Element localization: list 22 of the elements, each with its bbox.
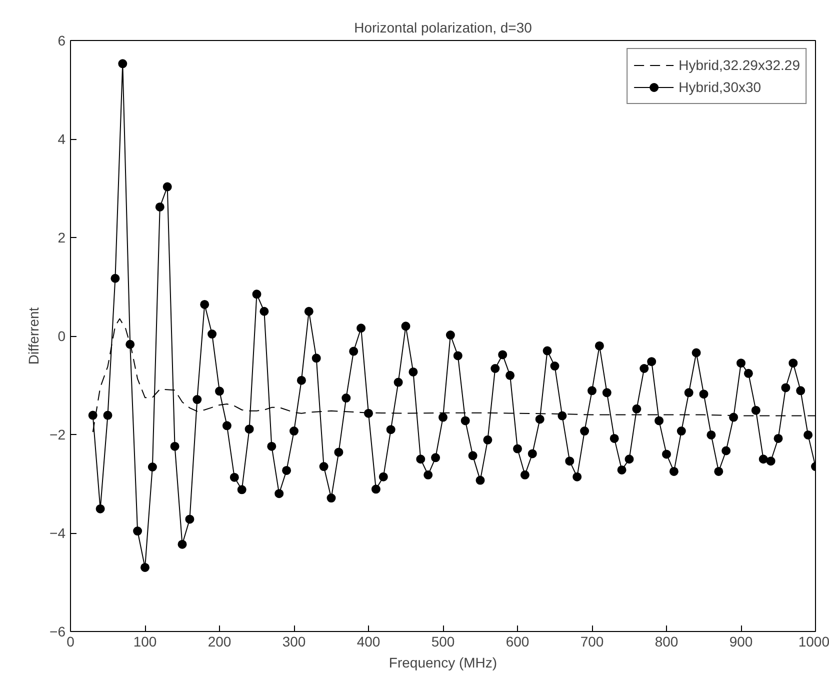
x-axis-title: Frequency (MHz) [388, 654, 498, 670]
x-tick-label: 100 [133, 634, 157, 650]
x-tick-label: 800 [654, 634, 678, 650]
y-tick-label: 2 [58, 230, 66, 246]
y-tick-label: −2 [50, 426, 66, 442]
x-tick-label: 700 [580, 634, 604, 650]
legend-label: Hybrid,30x30 [678, 79, 762, 95]
y-axis-title: Differrent [26, 307, 42, 365]
legend-label: Hybrid,32.29x32.29 [678, 57, 800, 73]
x-tick-label: 200 [208, 634, 232, 650]
x-tick-label: 500 [431, 634, 455, 650]
y-tick-label: −4 [50, 525, 66, 541]
y-tick-label: 4 [58, 131, 66, 147]
x-tick-label: 600 [506, 634, 530, 650]
chart-title: Horizontal polarization, d=30 [354, 20, 532, 36]
x-tick-label: 1000 [798, 634, 829, 650]
y-tick-label: 0 [58, 328, 66, 344]
y-tick-label: 6 [58, 32, 66, 48]
x-tick-label: 300 [282, 634, 306, 650]
y-tick-label: −6 [50, 624, 66, 640]
x-tick-label: 900 [729, 634, 753, 650]
x-tick-label: 400 [356, 634, 380, 650]
